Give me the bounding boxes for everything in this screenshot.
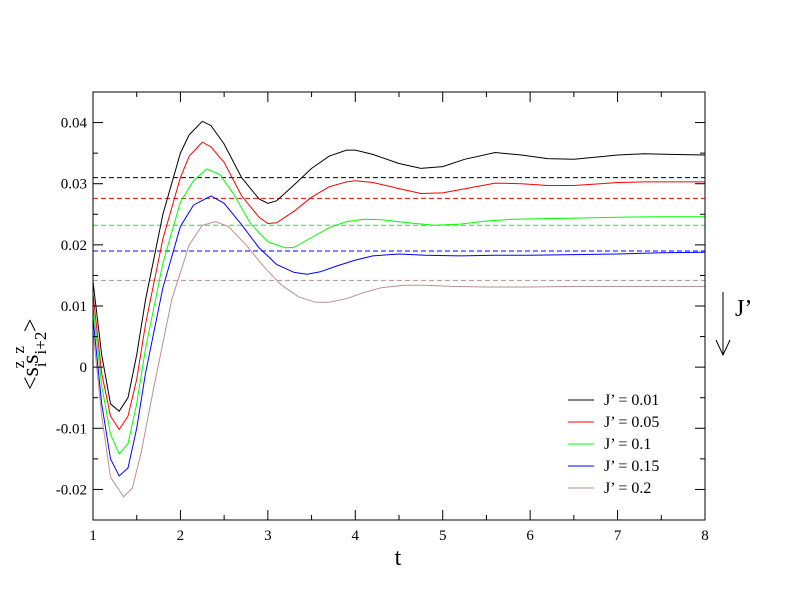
legend: J’ = 0.01 J’ = 0.05 J’ = 0.1 J’ = 0.15 J’ = … — [568, 392, 659, 497]
svg-text:<sizsi+2z>: <sizsi+2z> — [9, 319, 50, 390]
legend-label: J’ = 0.1 — [604, 436, 651, 453]
x-tick-label: 6 — [526, 528, 534, 544]
arrow-head-icon — [715, 339, 731, 357]
x-tick-label: 7 — [614, 528, 622, 544]
reference-lines — [93, 177, 705, 281]
series-line — [92, 120, 706, 412]
series-lines — [92, 120, 706, 498]
legend-label: J’ = 0.01 — [604, 392, 659, 409]
legend-label: J’ = 0.15 — [604, 458, 659, 475]
series-line — [92, 141, 705, 431]
axis-ticks: 1 2 3 4 5 6 7 8 -0.02 -0.01 0 0.01 0.02 0.03 0.04 — [56, 91, 709, 544]
series-line — [92, 195, 706, 477]
x-axis-title: t — [395, 545, 402, 571]
y-tick-label: -0.01 — [56, 421, 87, 437]
series-line — [92, 168, 705, 455]
x-tick-label: 3 — [264, 528, 272, 544]
x-tick-label: 4 — [352, 528, 360, 544]
plot-frame — [92, 91, 706, 521]
y-tick-label: 0.01 — [61, 299, 87, 315]
y-tick-label: 0.02 — [61, 238, 87, 254]
y-axis-title: <sizsi+2z> — [9, 319, 50, 390]
x-tick-label: 2 — [177, 528, 185, 544]
j-prime-annotation: J’ — [715, 292, 752, 357]
y-tick-label: -0.02 — [56, 482, 87, 498]
x-tick-label: 1 — [89, 528, 97, 544]
legend-label: J’ = 0.2 — [604, 480, 651, 497]
series-line — [92, 221, 705, 498]
y-tick-label: 0.04 — [61, 116, 88, 132]
x-tick-label: 8 — [701, 528, 709, 544]
x-tick-label: 5 — [439, 528, 447, 544]
y-tick-label: 0 — [80, 360, 88, 376]
legend-label: J’ = 0.05 — [604, 414, 659, 431]
y-tick-label: 0.03 — [61, 177, 87, 193]
svg-text:J’: J’ — [735, 296, 752, 322]
